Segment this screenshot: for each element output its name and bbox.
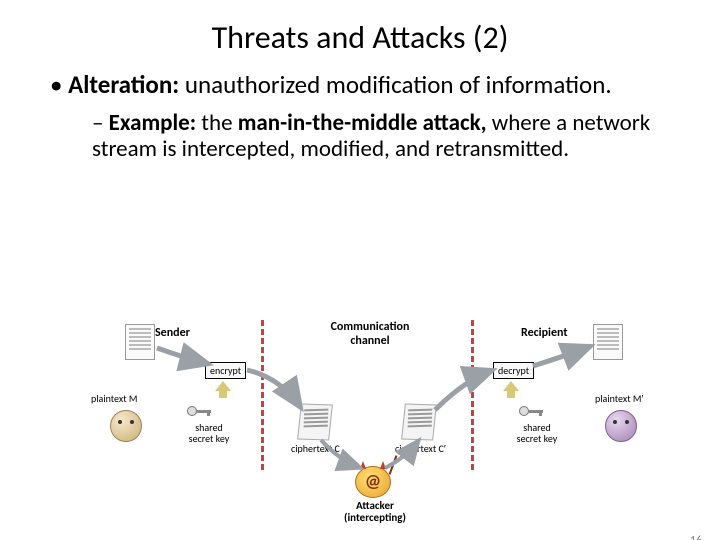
label-recipient: Recipient	[521, 326, 568, 340]
diagram: Sender Communication channel Recipient e…	[105, 318, 645, 540]
label-ciphertext-cp: ciphertext C′	[395, 442, 446, 455]
attacker-icon	[355, 466, 391, 498]
bullet-main-rest: unauthorized modification of information…	[179, 69, 611, 100]
label-channel: Communication channel	[315, 320, 425, 348]
slide-title: Threats and Attacks (2)	[0, 18, 720, 57]
bullet-sub-bold2: man-in-the-middle attack,	[238, 109, 487, 137]
bullet-main: Alteration: unauthorized modification of…	[50, 71, 680, 100]
label-shared-key-right: shared secret key	[513, 422, 561, 444]
key-icon-left	[187, 406, 213, 416]
face-icon-recipient	[605, 410, 637, 442]
label-decrypt: decrypt	[493, 362, 534, 379]
page-number: 16	[690, 534, 702, 540]
bullet-main-bold: Alteration:	[68, 69, 179, 100]
label-ciphertext-c: ciphertext C	[291, 442, 340, 455]
label-shared-key-left: shared secret key	[185, 422, 233, 444]
doc-icon-sender	[125, 324, 155, 360]
label-encrypt: encrypt	[205, 362, 246, 379]
arrow-up-encrypt	[215, 381, 231, 399]
bullet-sub: Example: the man-in-the-middle attack, w…	[92, 110, 670, 163]
divider-left	[261, 320, 264, 470]
label-plaintext-mp: plaintext M′	[595, 392, 643, 405]
arrow-up-decrypt	[503, 381, 519, 399]
ciphertext-icon-c	[297, 403, 333, 440]
face-icon-sender	[110, 410, 142, 442]
label-attacker: Attacker (intercepting)	[335, 500, 415, 524]
doc-icon-recipient	[593, 324, 623, 360]
label-plaintext-m: plaintext M	[91, 392, 137, 405]
key-icon-right	[519, 406, 545, 416]
label-sender: Sender	[155, 326, 190, 340]
bullet-sub-bold: Example:	[109, 109, 196, 137]
divider-right	[471, 320, 474, 470]
ciphertext-icon-cp	[401, 403, 437, 440]
slide: Threats and Attacks (2) Alteration: unau…	[0, 18, 720, 540]
bullet-sub-mid: the	[196, 109, 238, 137]
